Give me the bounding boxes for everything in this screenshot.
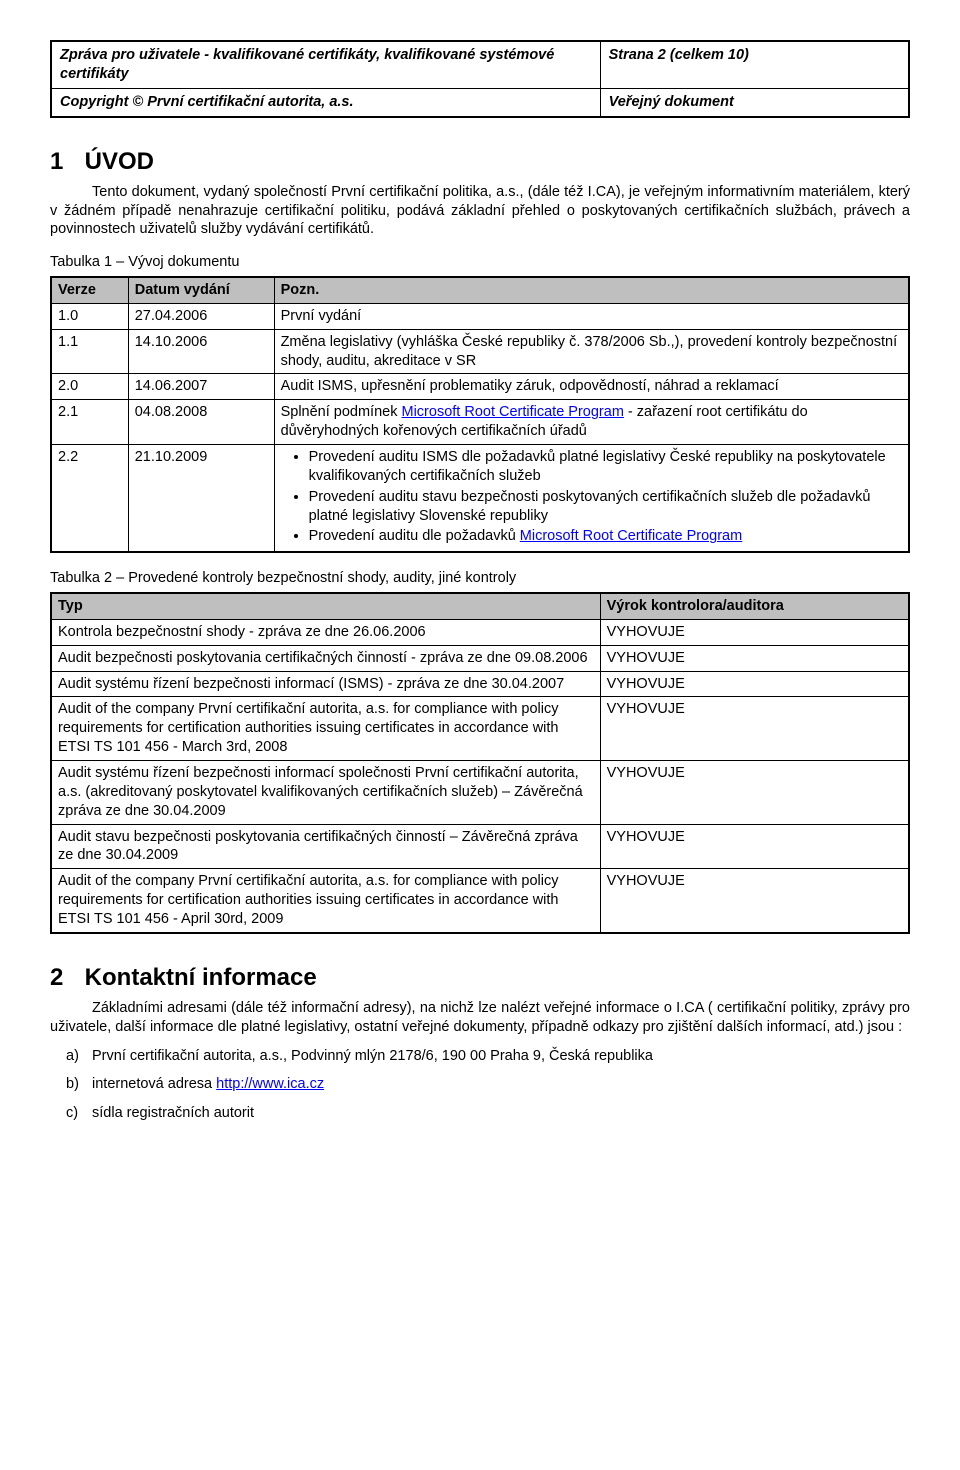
ms-root-cert-link-2[interactable]: Microsoft Root Certificate Program: [520, 528, 742, 544]
cell-vyrok: VYHOVUJE: [600, 869, 909, 933]
cell-datum: 14.10.2006: [128, 329, 274, 374]
cell-datum: 04.08.2008: [128, 400, 274, 445]
contact-registration: sídla registračních autorit: [92, 1105, 254, 1121]
cell-typ: Kontrola bezpečnostní shody - zpráva ze …: [51, 619, 600, 645]
section-1-title: ÚVOD: [85, 148, 154, 175]
section-2-title: Kontaktní informace: [85, 964, 317, 991]
cell-vyrok: VYHOVUJE: [600, 619, 909, 645]
header-page-number: Strana 2 (celkem 10): [600, 41, 909, 88]
table-row: Audit of the company První certifikační …: [51, 869, 909, 933]
section-2-number: 2: [50, 962, 78, 993]
header-copyright: Copyright © První certifikační autorita,…: [51, 88, 600, 116]
table-row: Audit systému řízení bezpečnosti informa…: [51, 671, 909, 697]
cell-datum: 21.10.2009: [128, 445, 274, 553]
cell-typ: Audit of the company První certifikační …: [51, 869, 600, 933]
cell-pozn-bullets: Provedení auditu ISMS dle požadavků plat…: [274, 445, 909, 553]
cell-pozn: Audit ISMS, upřesnění problematiky záruk…: [274, 374, 909, 400]
table-row: 2.2 21.10.2009 Provedení auditu ISMS dle…: [51, 445, 909, 553]
list-letter-a: a): [66, 1047, 79, 1066]
cell-verze: 2.2: [51, 445, 128, 553]
cell-typ: Audit stavu bezpečnosti poskytovania cer…: [51, 824, 600, 869]
section-2-paragraph: Základními adresami (dále též informační…: [50, 999, 910, 1037]
page-header-table: Zpráva pro uživatele - kvalifikované cer…: [50, 40, 910, 118]
table-1-col-verze: Verze: [51, 277, 128, 303]
cell-text-before: Splnění podmínek: [281, 404, 402, 420]
list-letter-b: b): [66, 1075, 79, 1094]
cell-pozn: První vydání: [274, 303, 909, 329]
contact-url-label: internetová adresa: [92, 1076, 216, 1092]
header-doc-classification: Veřejný dokument: [600, 88, 909, 116]
section-2-heading: 2 Kontaktní informace: [50, 962, 910, 993]
section-1-number: 1: [50, 146, 78, 177]
cell-typ: Audit of the company První certifikační …: [51, 697, 600, 761]
contact-item-c: c) sídla registračních autorit: [92, 1104, 910, 1123]
cell-vyrok: VYHOVUJE: [600, 671, 909, 697]
table-row: Audit stavu bezpečnosti poskytovania cer…: [51, 824, 909, 869]
list-letter-c: c): [66, 1104, 78, 1123]
table-1-col-datum: Datum vydání: [128, 277, 274, 303]
section-1-paragraph: Tento dokument, vydaný společností První…: [50, 183, 910, 240]
cell-pozn: Změna legislativy (vyhláška České republ…: [274, 329, 909, 374]
cell-vyrok: VYHOVUJE: [600, 697, 909, 761]
contact-item-a: a) První certifikační autorita, a.s., Po…: [92, 1047, 910, 1066]
bullet-list: Provedení auditu ISMS dle požadavků plat…: [281, 448, 902, 546]
table-row: 2.0 14.06.2007 Audit ISMS, upřesnění pro…: [51, 374, 909, 400]
contact-item-b: b) internetová adresa http://www.ica.cz: [92, 1075, 910, 1094]
cell-vyrok: VYHOVUJE: [600, 760, 909, 824]
table-2-caption: Tabulka 2 – Provedené kontroly bezpečnos…: [50, 569, 910, 588]
table-row: Audit bezpečnosti poskytovania certifika…: [51, 645, 909, 671]
cell-typ: Audit bezpečnosti poskytovania certifika…: [51, 645, 600, 671]
table-1-header-row: Verze Datum vydání Pozn.: [51, 277, 909, 303]
table-row: 1.1 14.10.2006 Změna legislativy (vyhláš…: [51, 329, 909, 374]
table-2-header-row: Typ Výrok kontrolora/auditora: [51, 593, 909, 619]
cell-verze: 1.1: [51, 329, 128, 374]
table-1: Verze Datum vydání Pozn. 1.0 27.04.2006 …: [50, 276, 910, 553]
cell-datum: 27.04.2006: [128, 303, 274, 329]
section-1-heading: 1 ÚVOD: [50, 146, 910, 177]
cell-typ: Audit systému řízení bezpečnosti informa…: [51, 760, 600, 824]
ica-url-link[interactable]: http://www.ica.cz: [216, 1076, 324, 1092]
ms-root-cert-link[interactable]: Microsoft Root Certificate Program: [402, 404, 624, 420]
cell-typ: Audit systému řízení bezpečnosti informa…: [51, 671, 600, 697]
table-row: 1.0 27.04.2006 První vydání: [51, 303, 909, 329]
table-2-col-vyrok: Výrok kontrolora/auditora: [600, 593, 909, 619]
bullet-item: Provedení auditu ISMS dle požadavků plat…: [309, 448, 902, 486]
cell-vyrok: VYHOVUJE: [600, 645, 909, 671]
cell-verze: 1.0: [51, 303, 128, 329]
header-title-left: Zpráva pro uživatele - kvalifikované cer…: [51, 41, 600, 88]
cell-vyrok: VYHOVUJE: [600, 824, 909, 869]
table-row: Audit systému řízení bezpečnosti informa…: [51, 760, 909, 824]
table-row: 2.1 04.08.2008 Splnění podmínek Microsof…: [51, 400, 909, 445]
table-row: Kontrola bezpečnostní shody - zpráva ze …: [51, 619, 909, 645]
cell-pozn: Splnění podmínek Microsoft Root Certific…: [274, 400, 909, 445]
contact-list: a) První certifikační autorita, a.s., Po…: [50, 1047, 910, 1124]
contact-address: První certifikační autorita, a.s., Podvi…: [92, 1048, 653, 1064]
bullet-item: Provedení auditu dle požadavků Microsoft…: [309, 527, 902, 546]
cell-verze: 2.0: [51, 374, 128, 400]
table-1-col-pozn: Pozn.: [274, 277, 909, 303]
cell-datum: 14.06.2007: [128, 374, 274, 400]
table-row: Audit of the company První certifikační …: [51, 697, 909, 761]
cell-verze: 2.1: [51, 400, 128, 445]
table-2: Typ Výrok kontrolora/auditora Kontrola b…: [50, 592, 910, 934]
bullet-item: Provedení auditu stavu bezpečnosti posky…: [309, 488, 902, 526]
table-1-caption: Tabulka 1 – Vývoj dokumentu: [50, 253, 910, 272]
table-2-col-typ: Typ: [51, 593, 600, 619]
bullet-text-before: Provedení auditu dle požadavků: [309, 528, 520, 544]
